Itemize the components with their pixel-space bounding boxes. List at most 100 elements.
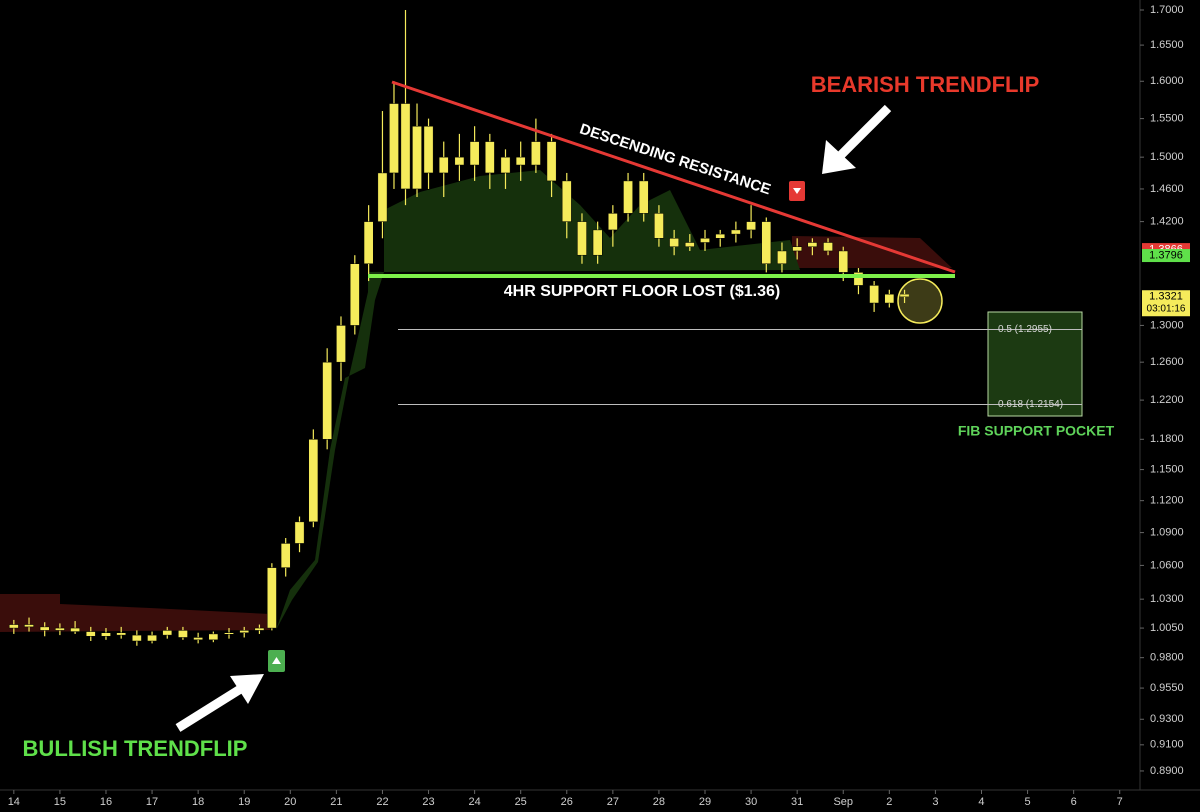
x-tick-label: 28 (653, 796, 665, 808)
highlight-circle (897, 278, 943, 324)
candle-body (853, 272, 864, 286)
x-tick-label: 14 (8, 796, 20, 808)
x-tick-label: Sep (833, 796, 853, 808)
candle-body (336, 325, 346, 363)
x-tick-label: 17 (146, 796, 158, 808)
candle-body (454, 156, 465, 166)
arrow-head (230, 674, 264, 704)
arrow (175, 684, 245, 732)
candle-body (531, 141, 541, 166)
x-tick-label: 7 (1117, 796, 1123, 808)
candle-body (294, 521, 305, 544)
candle-body (131, 634, 142, 642)
x-tick-label: 24 (468, 796, 480, 808)
candle-body (869, 285, 879, 304)
candle-body (193, 637, 203, 641)
x-tick-label: 27 (607, 796, 619, 808)
y-tick-label: 1.6000 (1150, 75, 1184, 87)
bullish-label: BULLISH TRENDFLIP (23, 736, 248, 761)
candle-body (377, 172, 388, 222)
candle-body (823, 242, 833, 252)
y-tick-label: 0.9800 (1150, 652, 1184, 664)
candle-body (363, 221, 374, 265)
resistance-line (391, 80, 956, 274)
y-tick-label: 1.0600 (1150, 559, 1184, 571)
candle-body (208, 633, 219, 641)
x-tick-label: 3 (932, 796, 938, 808)
candle-body (669, 238, 679, 247)
bullish-marker-icon (272, 657, 281, 664)
y-tick-label: 1.0050 (1150, 622, 1184, 634)
candle-body (469, 141, 480, 166)
y-tick-label: 0.8900 (1150, 765, 1184, 777)
candle-body (731, 229, 741, 235)
candle-body (746, 221, 756, 231)
x-tick-label: 4 (978, 796, 984, 808)
candle-body (838, 250, 849, 273)
candle-body (899, 293, 910, 297)
fib-label: 0.5 (1.2955) (998, 324, 1052, 335)
candle-body (162, 630, 173, 636)
candle-body (101, 632, 111, 637)
y-tick-label: 1.3000 (1150, 319, 1184, 331)
bearish-marker-icon (793, 188, 801, 194)
candle-body (700, 238, 710, 243)
x-tick-label: 31 (791, 796, 803, 808)
candle-body (85, 631, 96, 637)
candle-body (178, 630, 188, 638)
y-tick-label: 0.9550 (1150, 682, 1184, 694)
candle-body (777, 250, 787, 265)
price-tag (1142, 249, 1190, 263)
arrow (836, 104, 892, 160)
candle-body (807, 242, 818, 247)
candle-body (267, 567, 277, 629)
candle-body (116, 632, 127, 636)
candle-body (55, 627, 65, 631)
x-tick-label: 30 (745, 796, 757, 808)
y-tick-label: 1.0300 (1150, 593, 1184, 605)
candle-body (592, 229, 603, 256)
x-tick-label: 18 (192, 796, 204, 808)
y-tick-label: 1.5000 (1150, 151, 1184, 163)
candle-body (484, 141, 495, 174)
candle-body (239, 630, 250, 634)
candle-body (24, 624, 34, 628)
candle-body (412, 125, 422, 190)
pocket-label: FIB SUPPORT POCKET (958, 423, 1115, 439)
candle-body (715, 233, 726, 239)
candle-body (308, 439, 319, 523)
y-tick-label: 1.0900 (1150, 527, 1184, 539)
candle-body (884, 293, 895, 304)
x-tick-label: 6 (1071, 796, 1077, 808)
price-tag-label: 1.3321 (1149, 291, 1183, 303)
y-tick-label: 1.1800 (1150, 433, 1184, 445)
y-tick-label: 0.9300 (1150, 713, 1184, 725)
candle-body (254, 627, 265, 631)
bearish-cloud (0, 594, 270, 632)
candle-body (546, 141, 557, 182)
candle-body (224, 632, 234, 635)
candle-body (638, 180, 649, 214)
price-tag-label: 1.3796 (1149, 249, 1183, 261)
y-tick-label: 0.9100 (1150, 739, 1184, 751)
candle-body (515, 156, 526, 166)
fib-label: 0.618 (1.2154) (998, 399, 1063, 410)
x-tick-label: 23 (422, 796, 434, 808)
candle-body (577, 221, 587, 256)
x-tick-label: 15 (54, 796, 66, 808)
candle-body (761, 221, 772, 265)
candle-body (792, 246, 803, 252)
candle-body (70, 627, 80, 632)
x-tick-label: 5 (1025, 796, 1031, 808)
candle-body (423, 125, 434, 174)
y-tick-label: 1.4200 (1150, 216, 1184, 228)
x-tick-label: 2 (886, 796, 892, 808)
candle-body (623, 180, 633, 214)
price-tag (1142, 290, 1190, 317)
x-tick-label: 26 (561, 796, 573, 808)
candle-body (389, 103, 399, 174)
candle-body (561, 180, 572, 222)
candle-body (8, 624, 19, 629)
candle-body (500, 156, 511, 174)
